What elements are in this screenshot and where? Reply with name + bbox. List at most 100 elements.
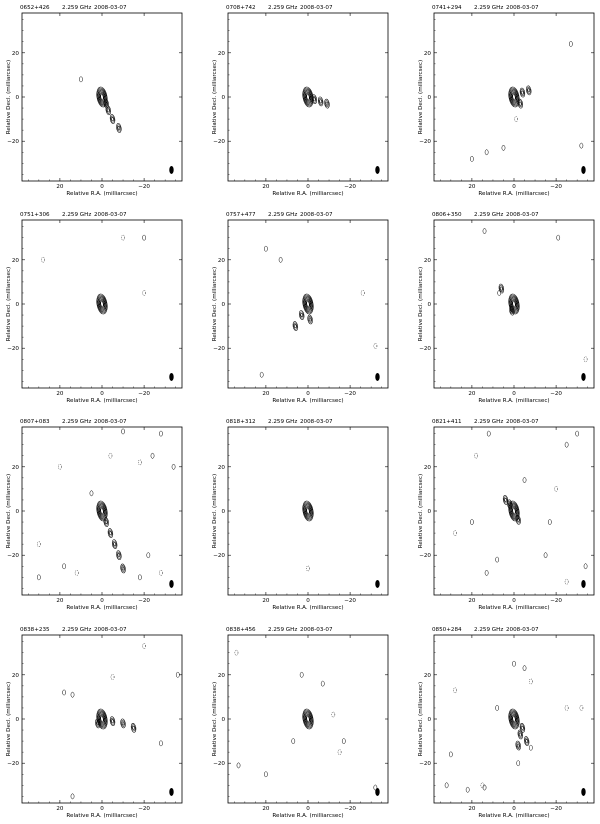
y-tick-label: −20 bbox=[7, 346, 19, 352]
jet-component-contour bbox=[318, 97, 323, 105]
jet-component-contour bbox=[504, 497, 507, 503]
beam-ellipse bbox=[169, 165, 174, 174]
x-tick-label: 20 bbox=[468, 598, 476, 604]
island-contour bbox=[373, 784, 378, 791]
core-contour bbox=[512, 716, 516, 722]
jet-component-contour bbox=[515, 515, 521, 525]
core-contour bbox=[510, 713, 518, 725]
x-axis-label: Relative R.A. (milliarcsec) bbox=[478, 605, 549, 611]
x-axis-label: Relative R.A. (milliarcsec) bbox=[272, 605, 343, 611]
y-tick-label: 20 bbox=[12, 51, 20, 57]
y-tick-label: −20 bbox=[213, 761, 225, 767]
jet-component-contour bbox=[319, 99, 322, 104]
jet-component-contour bbox=[317, 96, 324, 107]
core-contour bbox=[305, 299, 311, 309]
panel-date-label: 2008-03-07 bbox=[94, 5, 127, 11]
y-tick-label: 20 bbox=[218, 465, 226, 471]
core-contour bbox=[303, 501, 313, 521]
y-tick-label: 20 bbox=[424, 258, 432, 264]
core-contour bbox=[99, 714, 105, 724]
jet-component-contour bbox=[111, 539, 118, 549]
core-contour bbox=[509, 294, 519, 314]
panel-frame bbox=[227, 219, 389, 389]
panel-frequency-label: 2.259 GHz bbox=[474, 627, 503, 633]
y-tick-label: 0 bbox=[221, 302, 225, 308]
core-contour bbox=[302, 708, 314, 730]
core-contour bbox=[510, 91, 518, 103]
panel-0708+742: 0708+742 2.259 GHz 2008-03-07202000−20−20R… bbox=[212, 5, 389, 197]
panel-date-label: 2008-03-07 bbox=[506, 5, 539, 11]
jet-component-contour bbox=[524, 737, 529, 745]
core-contour bbox=[509, 87, 519, 107]
core-contour bbox=[509, 501, 519, 521]
core-contour bbox=[304, 712, 312, 726]
x-tick-label: 20 bbox=[56, 806, 64, 812]
panel-source-label: 0652+426 bbox=[20, 5, 50, 11]
panel-frame bbox=[227, 426, 389, 596]
x-tick-label: 0 bbox=[512, 806, 516, 812]
negative-contour bbox=[453, 687, 457, 694]
panel-frequency-label: 2.259 GHz bbox=[62, 212, 91, 218]
y-tick-label: 20 bbox=[12, 258, 20, 264]
core-contour bbox=[96, 293, 108, 315]
x-axis-label: Relative R.A. (milliarcsec) bbox=[478, 398, 549, 404]
x-tick-label: 0 bbox=[512, 391, 516, 397]
island-contour bbox=[150, 452, 155, 459]
negative-contour bbox=[373, 343, 378, 349]
jet-component-contour bbox=[107, 108, 110, 113]
jet-component-contour bbox=[507, 499, 513, 510]
y-axis-label: Relative Decl. (milliarcsec) bbox=[6, 60, 12, 134]
x-axis-label: Relative R.A. (milliarcsec) bbox=[66, 813, 137, 819]
core-contour bbox=[508, 86, 520, 108]
jet-component-contour bbox=[498, 283, 505, 294]
island-contour bbox=[62, 563, 66, 570]
core-contour bbox=[508, 293, 520, 315]
core-contour bbox=[97, 294, 107, 314]
island-contour bbox=[543, 552, 548, 559]
panel-frequency-label: 2.259 GHz bbox=[62, 627, 91, 633]
core-contour bbox=[98, 91, 106, 103]
y-axis-label: Relative Decl. (milliarcsec) bbox=[212, 267, 218, 341]
jet-component-contour bbox=[516, 743, 520, 748]
x-tick-label: −20 bbox=[550, 184, 562, 190]
panel-frequency-label: 2.259 GHz bbox=[268, 212, 297, 218]
x-axis-label: Relative R.A. (milliarcsec) bbox=[478, 191, 549, 197]
jet-component-contour bbox=[103, 517, 109, 527]
core-contour bbox=[303, 294, 313, 314]
panel-frequency-label: 2.259 GHz bbox=[62, 5, 91, 11]
jet-component-contour bbox=[109, 716, 116, 727]
panel-date-label: 2008-03-07 bbox=[506, 212, 539, 218]
core-contour bbox=[509, 295, 519, 313]
core-contour bbox=[305, 506, 311, 516]
jet-component-contour bbox=[116, 551, 121, 559]
jet-component-contour bbox=[500, 286, 503, 291]
island-contour bbox=[568, 41, 573, 47]
jet-component-contour bbox=[112, 540, 117, 548]
y-tick-label: 20 bbox=[424, 673, 432, 679]
jet-component-contour bbox=[518, 731, 523, 738]
x-tick-label: 20 bbox=[262, 184, 270, 190]
x-tick-label: 20 bbox=[56, 391, 64, 397]
negative-contour bbox=[121, 234, 125, 241]
y-tick-label: 0 bbox=[427, 717, 431, 723]
jet-component-contour bbox=[121, 721, 125, 726]
core-contours bbox=[96, 500, 126, 574]
island-contour bbox=[484, 149, 489, 156]
x-tick-label: −20 bbox=[138, 598, 150, 604]
core-contours bbox=[292, 293, 314, 331]
y-axis-label: Relative Decl. (milliarcsec) bbox=[6, 267, 12, 341]
panel-source-label: 0741+294 bbox=[432, 5, 462, 11]
panel-date-label: 2008-03-07 bbox=[300, 5, 333, 11]
jet-component-contour bbox=[502, 495, 509, 505]
island-contour bbox=[495, 705, 500, 711]
jet-component-contour bbox=[313, 97, 316, 102]
x-tick-label: 20 bbox=[468, 806, 476, 812]
jet-component-contour bbox=[307, 314, 313, 325]
jet-component-contour bbox=[110, 717, 115, 725]
jet-component-contour bbox=[111, 719, 114, 724]
negative-contour bbox=[142, 643, 146, 649]
core-contour bbox=[303, 87, 313, 107]
y-tick-label: 20 bbox=[218, 673, 226, 679]
panel-date-label: 2008-03-07 bbox=[506, 627, 539, 633]
panel-0838+235: 0838+235 2.259 GHz 2008-03-07202000−20−20R… bbox=[6, 627, 183, 819]
